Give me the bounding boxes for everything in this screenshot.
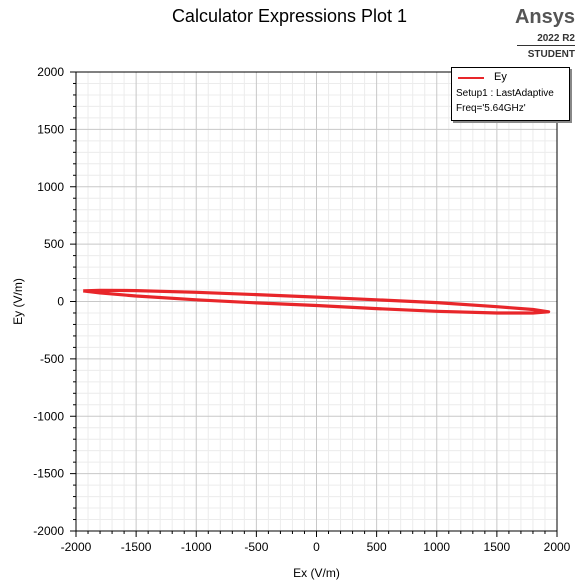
plot-frame bbox=[75, 71, 558, 532]
x-tick-labels: -2000 -1500 -1000 -500 0 500 1000 1500 2000 bbox=[61, 540, 571, 554]
y-tick-label: 0 bbox=[57, 295, 64, 309]
x-tick-label: -1000 bbox=[181, 540, 212, 554]
y-axis-label: Ey (V/m) bbox=[11, 278, 25, 325]
brand-name: Ansys bbox=[514, 6, 575, 28]
legend-series-name: Ey bbox=[494, 71, 507, 83]
y-tick-label: 1500 bbox=[37, 122, 64, 136]
y-tick-label: 2000 bbox=[37, 65, 64, 79]
y-tick-label: -1500 bbox=[33, 467, 64, 481]
y-tick-label: -1000 bbox=[33, 409, 64, 423]
brand-block: Ansys 2022 R2 STUDENT bbox=[485, 6, 575, 60]
y-tick-label: -500 bbox=[40, 352, 64, 366]
series-layer bbox=[83, 288, 551, 315]
x-tick-label: 0 bbox=[313, 540, 320, 554]
legend-entry[interactable]: Ey bbox=[456, 71, 566, 85]
x-tick-label: 1000 bbox=[423, 540, 450, 554]
y-tick-label: 1000 bbox=[37, 180, 64, 194]
series-line-ey bbox=[83, 288, 551, 315]
x-tick-label: -1500 bbox=[121, 540, 152, 554]
x-tick-label: 2000 bbox=[544, 540, 571, 554]
legend-freq: Freq='5.64GHz' bbox=[456, 103, 526, 114]
chart-title: Calculator Expressions Plot 1 bbox=[171, 6, 408, 26]
x-tick-label: -2000 bbox=[61, 540, 92, 554]
x-axis-label: Ex (V/m) bbox=[293, 566, 340, 580]
brand-edition: STUDENT bbox=[527, 49, 575, 60]
x-tick-label: 500 bbox=[367, 540, 387, 554]
legend[interactable]: Ey Setup1 : LastAdaptive Freq='5.64GHz' bbox=[451, 67, 570, 121]
y-tick-labels: -2000 -1500 -1000 -500 0 500 1000 1500 2000 bbox=[33, 65, 64, 538]
x-tick-label: -500 bbox=[244, 540, 268, 554]
y-tick-label: 500 bbox=[44, 237, 64, 251]
legend-swatch bbox=[458, 77, 484, 79]
y-tick-label: -2000 bbox=[33, 524, 64, 538]
legend-setup: Setup1 : LastAdaptive bbox=[456, 88, 554, 99]
x-tick-label: 1500 bbox=[484, 540, 511, 554]
brand-version: 2022 R2 bbox=[517, 31, 575, 46]
